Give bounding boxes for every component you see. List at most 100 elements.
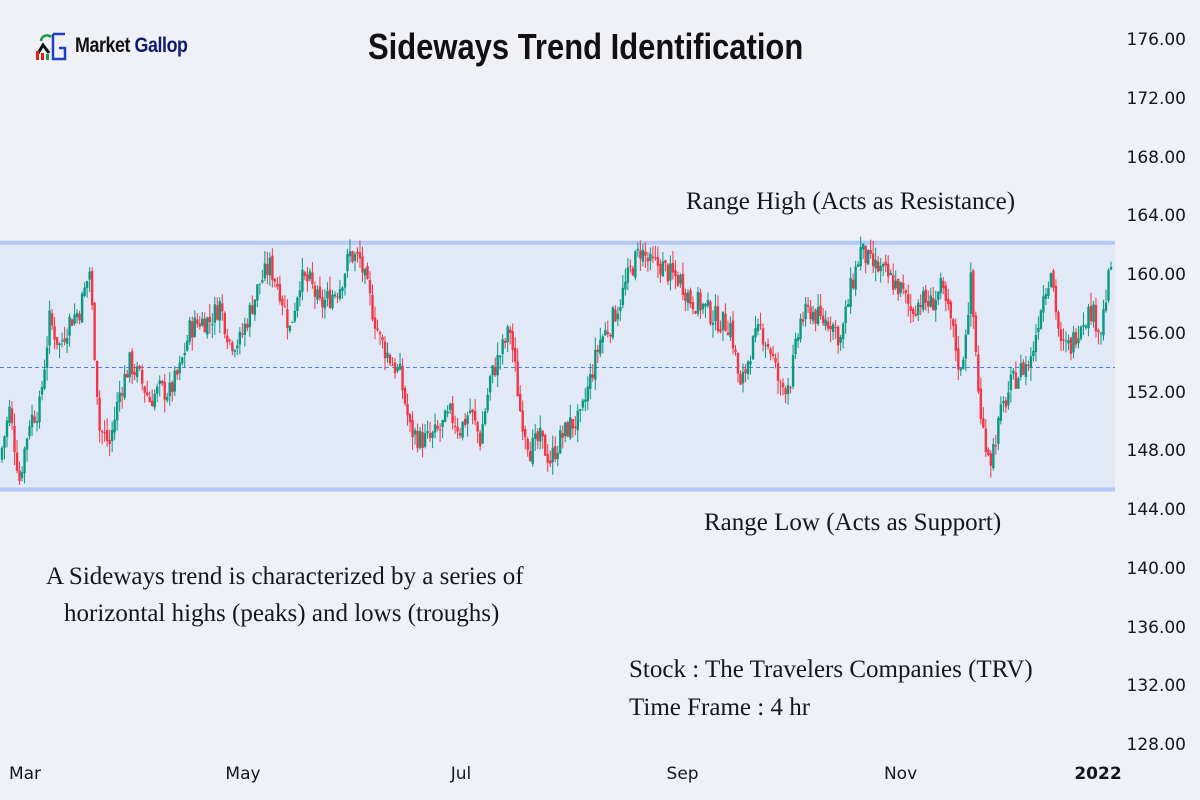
candle bbox=[381, 334, 384, 349]
candle-body bbox=[529, 450, 532, 462]
candle bbox=[671, 250, 675, 280]
candle bbox=[794, 332, 797, 360]
candle-body bbox=[952, 319, 955, 326]
candle-body bbox=[221, 303, 224, 312]
candle bbox=[649, 247, 652, 271]
candle-body bbox=[288, 325, 292, 331]
candle bbox=[959, 367, 962, 376]
candle-body bbox=[1092, 304, 1095, 323]
candle-body bbox=[1087, 306, 1090, 329]
candle-body bbox=[691, 302, 695, 310]
candle-body bbox=[569, 417, 572, 439]
candle bbox=[336, 292, 339, 303]
candle-body bbox=[924, 289, 927, 303]
candle-body bbox=[151, 400, 154, 407]
candle-body bbox=[90, 270, 94, 306]
x-tick-label: Mar bbox=[8, 764, 42, 784]
candle-body bbox=[313, 285, 317, 297]
candle-body bbox=[328, 289, 332, 308]
candle bbox=[413, 427, 417, 445]
candle bbox=[1072, 325, 1075, 359]
candle-body bbox=[681, 274, 685, 295]
candle-body bbox=[236, 345, 239, 349]
candle-body bbox=[135, 366, 139, 377]
candle-body bbox=[892, 274, 895, 290]
candle bbox=[33, 410, 36, 424]
candle bbox=[1104, 289, 1108, 313]
candle-body bbox=[368, 280, 372, 294]
candle-body bbox=[363, 268, 367, 276]
candle-body bbox=[902, 282, 905, 289]
candle bbox=[348, 239, 352, 264]
candle-body bbox=[243, 323, 247, 335]
candle bbox=[411, 411, 414, 450]
candle bbox=[861, 243, 865, 260]
range-low-label: Range Low (Acts as Support) bbox=[704, 509, 1002, 536]
candle bbox=[701, 302, 705, 314]
candle-body bbox=[754, 328, 757, 338]
candle bbox=[143, 385, 146, 403]
candle bbox=[391, 357, 394, 366]
candle bbox=[939, 272, 942, 299]
candle bbox=[902, 274, 905, 295]
candle bbox=[453, 415, 457, 434]
description-line-1: A Sideways trend is characterized by a s… bbox=[46, 563, 524, 590]
candle-body bbox=[28, 426, 31, 437]
candle bbox=[346, 248, 349, 278]
candle-body bbox=[1079, 326, 1083, 339]
candle-body bbox=[806, 304, 810, 307]
candle-body bbox=[506, 326, 509, 343]
candle-body bbox=[38, 396, 41, 423]
candle bbox=[60, 332, 64, 348]
candle bbox=[358, 240, 362, 269]
candle-body bbox=[849, 278, 852, 307]
candle-body bbox=[498, 355, 502, 358]
candle-body bbox=[934, 300, 937, 311]
candle bbox=[503, 337, 507, 349]
candle-body bbox=[55, 337, 59, 345]
candle bbox=[211, 313, 214, 339]
candle bbox=[68, 313, 71, 347]
candle bbox=[100, 429, 104, 445]
candle-body bbox=[992, 444, 995, 469]
candle bbox=[203, 312, 206, 333]
candle-body bbox=[276, 283, 279, 287]
candle-body bbox=[679, 274, 682, 284]
candle-body bbox=[539, 427, 542, 442]
candle-body bbox=[1012, 370, 1015, 374]
candle bbox=[306, 266, 309, 292]
candle bbox=[646, 251, 650, 272]
candle bbox=[584, 387, 587, 412]
candle-body bbox=[178, 362, 181, 374]
candle-body bbox=[519, 393, 522, 412]
candle bbox=[739, 370, 742, 385]
candle bbox=[676, 271, 680, 288]
candle-body bbox=[40, 386, 44, 395]
candle bbox=[844, 300, 847, 334]
candle bbox=[251, 295, 254, 315]
candle bbox=[581, 398, 584, 411]
candle-body bbox=[1039, 310, 1043, 329]
candle-body bbox=[809, 306, 812, 320]
candle bbox=[539, 415, 542, 450]
candle bbox=[0, 446, 4, 463]
candle bbox=[130, 348, 134, 385]
candle bbox=[13, 413, 16, 466]
candle bbox=[123, 365, 126, 400]
candle bbox=[1074, 328, 1078, 349]
candle-body bbox=[601, 336, 605, 343]
candle-body bbox=[118, 392, 121, 403]
candle bbox=[559, 425, 562, 455]
candle-body bbox=[388, 354, 392, 364]
candle bbox=[824, 310, 827, 331]
logo-text-market: Market bbox=[75, 34, 130, 57]
candle bbox=[446, 405, 449, 418]
candle bbox=[333, 291, 337, 299]
candle bbox=[328, 276, 332, 310]
candle-body bbox=[125, 373, 129, 378]
candle bbox=[589, 363, 592, 400]
candle bbox=[396, 364, 399, 373]
candle-body bbox=[58, 343, 61, 346]
candle bbox=[428, 421, 432, 442]
candle bbox=[1054, 279, 1058, 320]
